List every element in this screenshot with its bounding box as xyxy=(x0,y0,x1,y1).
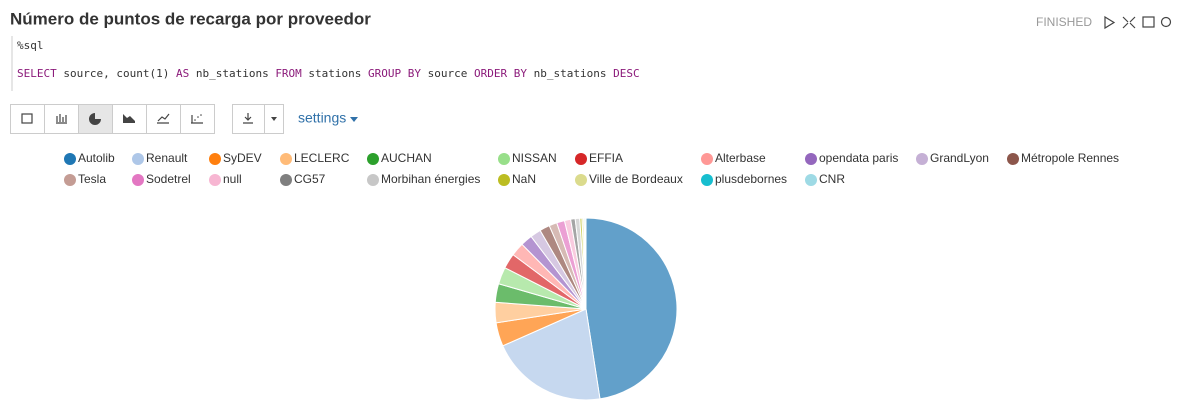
code-token: AS xyxy=(176,67,189,80)
code-token: FROM xyxy=(275,67,302,80)
line-icon xyxy=(157,113,170,124)
hide-editor-icon[interactable] xyxy=(1122,16,1136,29)
pie-slice xyxy=(502,308,601,401)
paragraph-controls[interactable] xyxy=(1104,15,1172,30)
paragraph-title: Número de puntos de recarga por proveedo… xyxy=(10,9,371,28)
bar-icon xyxy=(56,114,67,124)
legend-swatch xyxy=(575,153,587,165)
run-icon[interactable] xyxy=(1104,15,1116,30)
legend-label: Autolib xyxy=(78,151,115,165)
code-directive: %sql xyxy=(17,39,44,52)
table-icon xyxy=(21,113,33,124)
chart-type-buttons[interactable] xyxy=(10,104,215,134)
code-token: DESC xyxy=(613,67,640,80)
scatter-icon xyxy=(191,115,203,124)
legend-swatch xyxy=(209,174,221,186)
legend-swatch xyxy=(64,174,76,186)
legend-swatch xyxy=(132,174,144,186)
settings-link[interactable]: settings xyxy=(298,110,346,126)
scatter-dot xyxy=(194,119,196,121)
table-button[interactable] xyxy=(10,104,45,134)
code-token: SELECT xyxy=(17,67,57,80)
code-token: source xyxy=(421,67,474,80)
legend-swatch xyxy=(280,153,292,165)
legend-swatch xyxy=(209,153,221,165)
area-icon xyxy=(123,114,135,123)
legend-label: Sodetrel xyxy=(146,172,191,186)
download-button[interactable] xyxy=(232,104,284,134)
code-token: nb_stations xyxy=(527,67,613,80)
settings-caret[interactable] xyxy=(350,117,358,122)
legend-label: NaN xyxy=(512,172,536,186)
line-button[interactable] xyxy=(146,104,181,134)
bar-button[interactable] xyxy=(44,104,79,134)
caret xyxy=(271,117,277,121)
settings-icon[interactable] xyxy=(1160,16,1172,28)
hide-output-icon[interactable] xyxy=(1142,16,1155,28)
legend-label: opendata paris xyxy=(819,151,898,165)
legend-label: LECLERC xyxy=(294,151,350,165)
legend-label: CNR xyxy=(819,172,845,186)
legend-label: Ville de Bordeaux xyxy=(589,172,683,186)
legend-label: Renault xyxy=(146,151,188,165)
legend-swatch xyxy=(498,174,510,186)
code-token: source, count(1) xyxy=(57,67,176,80)
editor-border xyxy=(11,36,13,91)
legend-label: EFFIA xyxy=(589,151,623,165)
legend-label: plusdebornes xyxy=(715,172,787,186)
legend-label: Morbihan énergies xyxy=(381,172,480,186)
legend-swatch xyxy=(805,153,817,165)
pie-slice xyxy=(584,217,587,310)
code-query: SELECT source, count(1) AS nb_stations F… xyxy=(17,67,640,80)
legend-label: NISSAN xyxy=(512,151,557,165)
legend-label: null xyxy=(223,172,242,186)
scatter-dot xyxy=(200,114,202,116)
status: FINISHED xyxy=(1036,15,1092,29)
legend-swatch xyxy=(701,174,713,186)
legend-label: AUCHAN xyxy=(381,151,432,165)
legend-label: Alterbase xyxy=(715,151,766,165)
legend-label: SyDEV xyxy=(223,151,262,165)
scatter-dot xyxy=(197,116,199,118)
legend-swatch xyxy=(132,153,144,165)
legend-swatch xyxy=(575,174,587,186)
legend-swatch xyxy=(916,153,928,165)
code-token: stations xyxy=(302,67,368,80)
legend-swatch xyxy=(498,153,510,165)
legend-swatch xyxy=(1007,153,1019,165)
pie-icon xyxy=(89,113,101,125)
legend-swatch xyxy=(64,153,76,165)
download-icon xyxy=(243,113,253,124)
legend-label: GrandLyon xyxy=(930,151,989,165)
code-token: GROUP BY xyxy=(368,67,421,80)
legend-swatch xyxy=(367,153,379,165)
legend-swatch xyxy=(280,174,292,186)
legend-label: Métropole Rennes xyxy=(1021,151,1119,165)
pie-slice xyxy=(585,217,678,400)
code-token: nb_stations xyxy=(189,67,275,80)
code-token: ORDER BY xyxy=(474,67,527,80)
legend-swatch xyxy=(367,174,379,186)
legend-swatch xyxy=(805,174,817,186)
legend-label: Tesla xyxy=(78,172,106,186)
legend-swatch xyxy=(701,153,713,165)
scatter-button[interactable] xyxy=(180,104,215,134)
legend-label: CG57 xyxy=(294,172,326,186)
